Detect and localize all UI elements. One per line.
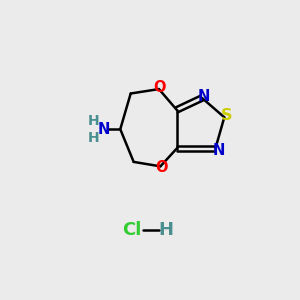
Text: N: N <box>212 142 224 158</box>
Text: N: N <box>98 122 110 137</box>
Text: O: O <box>156 160 168 175</box>
Text: Cl: Cl <box>122 221 142 239</box>
Text: S: S <box>221 108 232 123</box>
Text: H: H <box>88 130 99 145</box>
Text: H: H <box>88 114 99 128</box>
Text: H: H <box>159 221 174 239</box>
Text: N: N <box>197 89 210 104</box>
Text: O: O <box>153 80 166 95</box>
